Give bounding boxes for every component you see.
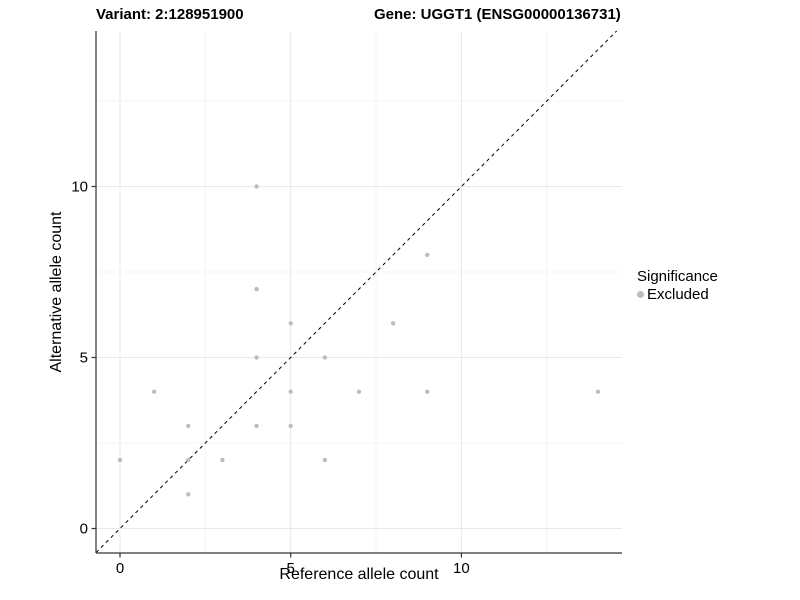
data-point xyxy=(425,252,430,258)
data-point xyxy=(254,355,259,360)
data-point xyxy=(254,286,259,292)
data-point xyxy=(322,355,328,360)
y-axis-title: Alternative allele count xyxy=(48,211,65,373)
gene-title: Gene: UGGT1 (ENSG00000136731) xyxy=(374,6,621,23)
data-point xyxy=(390,321,396,326)
y-tick-label: 5 xyxy=(80,350,88,367)
data-point xyxy=(254,184,259,189)
x-tick-label: 5 xyxy=(287,560,295,577)
identity-line xyxy=(95,30,617,553)
data-point xyxy=(595,389,601,394)
data-point xyxy=(288,321,293,326)
variant-title: Variant: 2:128951900 xyxy=(96,6,244,23)
y-tick-label: 0 xyxy=(80,521,88,538)
legend: Significance Excluded xyxy=(637,268,718,303)
data-point xyxy=(151,389,157,394)
legend-point-icon xyxy=(637,291,644,298)
x-axis-title: Reference allele count xyxy=(279,566,439,583)
data-point xyxy=(288,389,293,394)
legend-entry: Excluded xyxy=(637,286,718,303)
data-point xyxy=(356,389,362,394)
data-point xyxy=(425,389,430,394)
data-point xyxy=(186,457,191,463)
data-point xyxy=(288,423,293,429)
data-point xyxy=(117,457,123,463)
x-tick-label: 10 xyxy=(453,560,470,577)
data-point xyxy=(186,423,191,429)
legend-title: Significance xyxy=(637,268,718,285)
data-point xyxy=(254,423,259,429)
y-tick-label: 10 xyxy=(71,179,88,196)
x-tick-label: 0 xyxy=(116,560,124,577)
data-point xyxy=(186,492,191,497)
data-point xyxy=(322,457,328,463)
data-point xyxy=(220,457,225,463)
legend-entry-label: Excluded xyxy=(647,286,709,303)
